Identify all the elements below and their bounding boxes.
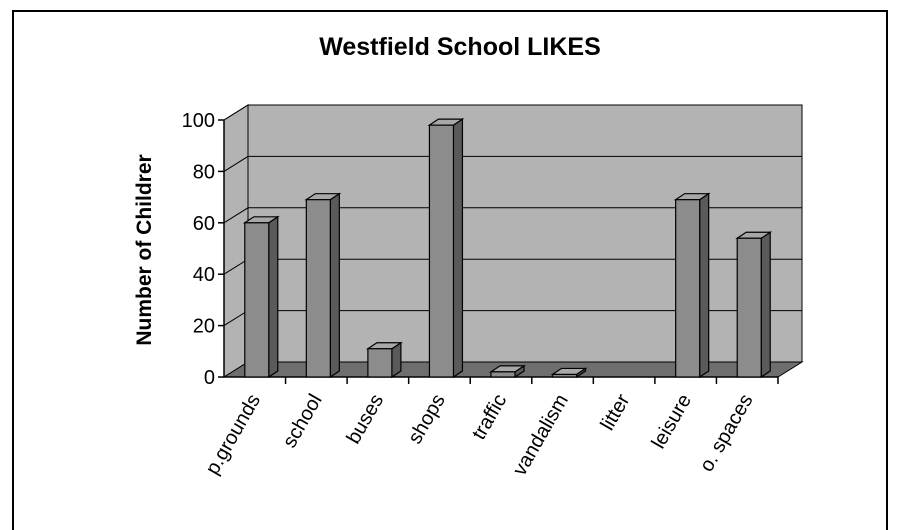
gridline — [223, 207, 802, 224]
bar-shops — [427, 118, 465, 379]
bar-side — [268, 215, 279, 379]
bar-side — [699, 192, 710, 379]
y-tick-labels: 0 20 40 60 80 100 — [182, 110, 215, 389]
bar-front — [490, 371, 516, 378]
gridline — [223, 104, 802, 121]
y-tick-label: 100 — [182, 110, 215, 132]
x-tick-label: o. spaces — [696, 391, 758, 476]
bar-school — [304, 192, 342, 379]
bar-p.grounds — [242, 215, 280, 379]
bar-front — [244, 222, 270, 378]
bar-front — [736, 237, 762, 378]
x-tick-label: leisure — [647, 391, 696, 453]
bar-front — [367, 348, 393, 378]
x-tick-label: school — [279, 391, 327, 452]
bar-o. spaces — [735, 231, 773, 379]
bar-leisure — [673, 192, 711, 379]
y-axis-label: Number of Childrer — [133, 154, 156, 345]
bar-front — [551, 373, 578, 378]
bar-chart: Westfield School LIKES Number of Childre… — [133, 33, 804, 479]
y-tick-label: 40 — [193, 264, 215, 286]
gridline — [223, 155, 802, 172]
bar-front — [428, 124, 455, 378]
bar-front — [675, 199, 701, 378]
bar-vandalism — [550, 367, 588, 379]
x-tick-label: p.grounds — [202, 391, 266, 479]
y-tick-label: 80 — [193, 161, 215, 183]
bars — [242, 118, 773, 379]
x-tick-label: shops — [404, 391, 450, 448]
y-tick-label: 60 — [193, 213, 215, 235]
bar-side — [760, 231, 771, 379]
y-tick-label: 20 — [193, 316, 215, 338]
x-tick-label: traffic — [468, 391, 511, 444]
chart-title: Westfield School LIKES — [319, 33, 601, 61]
x-tick-label: buses — [342, 391, 388, 448]
bar-front — [305, 199, 331, 378]
x-tick-label: litter — [596, 390, 634, 434]
x-tick-labels: p.grounds school buses shops trafficvandalis… — [202, 390, 758, 479]
bar-side — [329, 192, 340, 379]
x-tick-label: vandalism — [509, 391, 573, 480]
bar-traffic — [489, 364, 526, 379]
bar-side — [452, 118, 464, 379]
y-tick-label: 0 — [204, 367, 215, 389]
bar-buses — [365, 341, 403, 379]
